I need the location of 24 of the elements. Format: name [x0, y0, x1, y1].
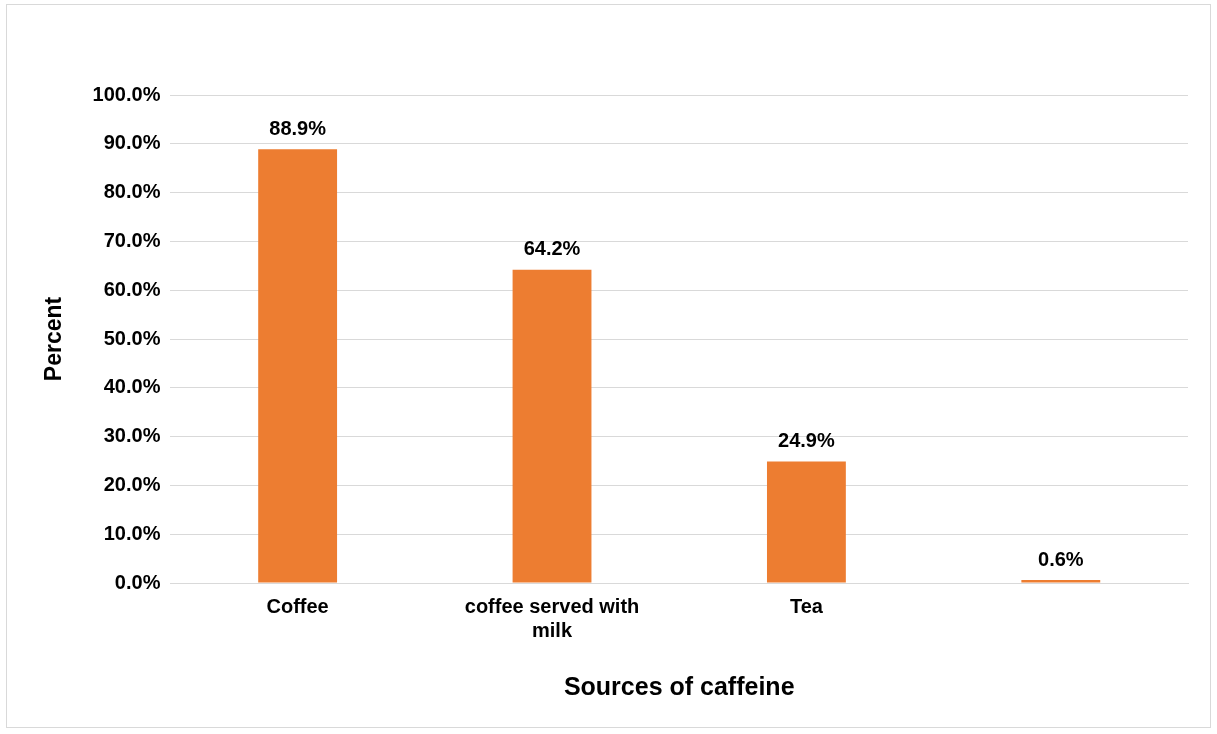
- y-tick-label: 0.0%: [114, 570, 161, 593]
- y-tick-label: 80.0%: [103, 180, 161, 203]
- y-axis-title: Percent: [40, 296, 67, 382]
- data-label: 64.2%: [523, 237, 581, 260]
- y-tick-label: 90.0%: [103, 131, 161, 154]
- y-tick-label: 10.0%: [103, 521, 161, 544]
- bar: [258, 149, 338, 583]
- x-tick-label: coffee served with milk: [464, 594, 640, 641]
- y-tick-label: 20.0%: [103, 472, 161, 495]
- y-tick-label: 100.0%: [92, 82, 161, 105]
- y-tick-label: 40.0%: [103, 375, 161, 398]
- y-tick-label: 50.0%: [103, 326, 161, 349]
- x-tick-label: Tea: [789, 594, 824, 617]
- data-label: 88.9%: [269, 116, 327, 139]
- y-tick-label: 70.0%: [103, 228, 161, 251]
- x-axis-title: Sources of caffeine: [563, 671, 795, 700]
- data-label: 24.9%: [778, 429, 835, 451]
- y-tick-label: 30.0%: [103, 424, 161, 447]
- bar: [512, 269, 592, 583]
- bar: [766, 461, 846, 583]
- x-tick-label: Coffee: [266, 594, 329, 617]
- y-tick-label: 60.0%: [103, 277, 161, 300]
- bar: [1021, 580, 1101, 583]
- data-label: 0.6%: [1038, 547, 1084, 570]
